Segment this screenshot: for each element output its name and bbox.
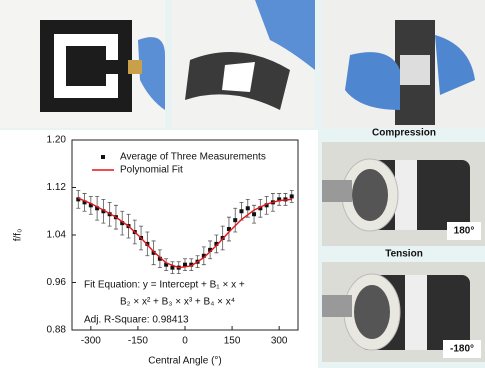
photo-rolled (322, 0, 485, 128)
annotation: Fit Equation: y = Intercept + B₁ × x + (84, 280, 245, 291)
data-point (252, 212, 256, 216)
data-point (233, 218, 237, 222)
x-tick-label: -150 (128, 336, 148, 347)
x-tick-label: 150 (224, 336, 241, 347)
y-tick-label: 0.96 (47, 277, 67, 288)
compression-title: Compression (372, 128, 436, 139)
x-tick-label: -300 (81, 336, 101, 347)
legend-label: Polynomial Fit (120, 165, 183, 176)
annotation: Adj. R-Square: 0.98413 (84, 315, 189, 326)
x-axis-label: Central Angle (°) (148, 356, 221, 367)
tension-angle: -180° (450, 344, 474, 355)
x-tick-label: 300 (271, 336, 288, 347)
y-axis-label: f/f₀ (13, 229, 24, 242)
y-tick-label: 0.88 (47, 325, 67, 336)
annotation: B₂ × x² + B₃ × x³ + B₄ × x⁴ (120, 297, 235, 308)
compression-angle: 180° (454, 226, 475, 237)
figure: Compression 180° Tension -180° Central A… (0, 0, 485, 368)
legend-swatch (101, 155, 105, 159)
x-tick-label: 0 (182, 336, 188, 347)
y-tick-label: 1.20 (47, 135, 67, 146)
tension-title: Tension (385, 249, 423, 260)
legend-label: Average of Three Measurements (120, 152, 266, 163)
data-point (246, 206, 250, 210)
photo-flat (0, 0, 165, 128)
data-point (240, 209, 244, 213)
data-point (290, 194, 294, 198)
y-tick-label: 1.12 (47, 182, 67, 193)
y-tick-label: 1.04 (47, 230, 67, 241)
photo-bent (172, 0, 315, 128)
